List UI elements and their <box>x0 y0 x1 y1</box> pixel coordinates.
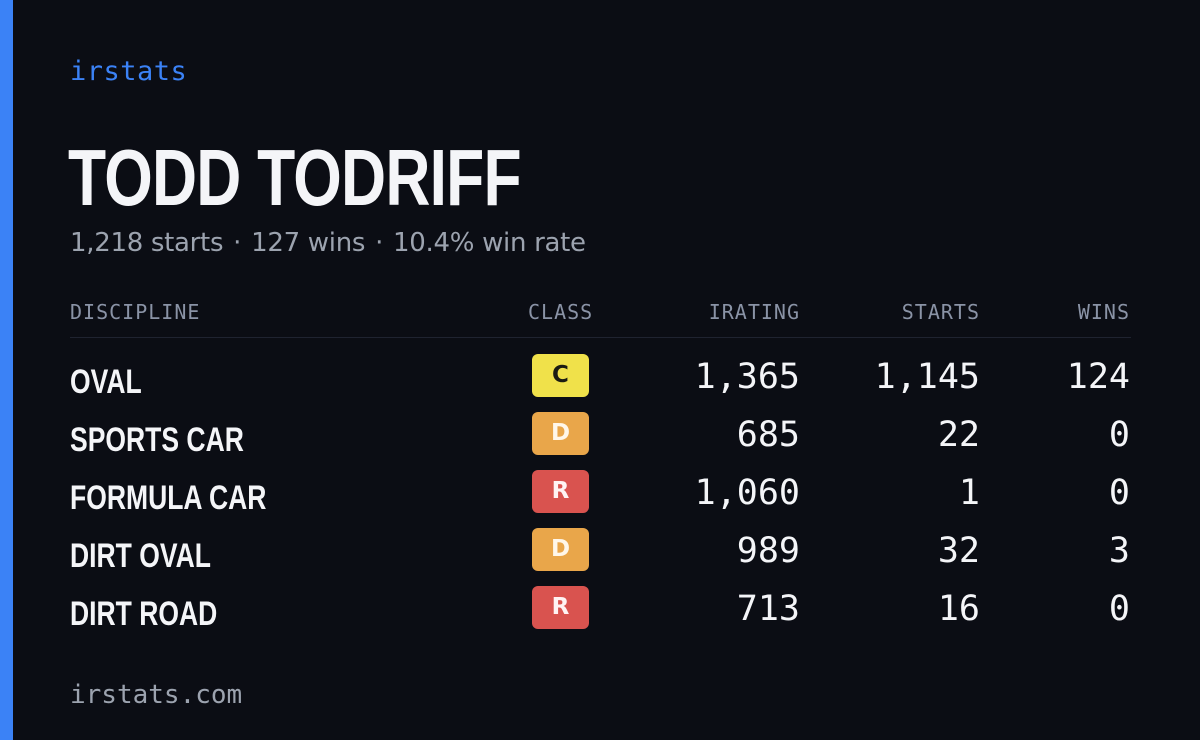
header-class: CLASS <box>528 300 594 324</box>
winrate-summary: 10.4% win rate <box>393 228 586 258</box>
starts-value: 1,145 <box>874 357 980 397</box>
wins-value: 0 <box>1108 589 1130 629</box>
discipline-name: SPORTS CAR <box>70 421 244 459</box>
class-badge: D <box>532 412 589 455</box>
discipline-name: FORMULA CAR <box>70 479 267 517</box>
header-wins: WINS <box>1077 300 1130 324</box>
class-badge: C <box>532 354 589 397</box>
table-row: FORMULA CAR R 1,060 1 0 <box>70 464 1131 522</box>
footer-url[interactable]: irstats.com <box>70 680 243 710</box>
discipline-name: DIRT OVAL <box>70 537 211 575</box>
table-row: SPORTS CAR D 685 22 0 <box>70 406 1131 464</box>
summary-separator: · <box>233 228 242 258</box>
table-row: DIRT ROAD R 713 16 0 <box>70 580 1131 638</box>
irating-value: 989 <box>736 531 800 571</box>
class-badge: R <box>532 470 589 513</box>
summary-separator: · <box>375 228 384 258</box>
starts-summary: 1,218 starts <box>70 228 224 258</box>
irating-value: 1,365 <box>694 357 800 397</box>
wins-value: 3 <box>1108 531 1130 571</box>
discipline-name: DIRT ROAD <box>70 595 218 633</box>
class-badge: D <box>532 528 589 571</box>
brand-label: irstats <box>70 56 188 87</box>
header-irating: IRATING <box>708 300 800 324</box>
starts-value: 16 <box>937 589 980 629</box>
table-row: OVAL C 1,365 1,145 124 <box>70 348 1131 406</box>
table-header: DISCIPLINE CLASS IRATING STARTS WINS <box>70 300 1131 338</box>
wins-value: 0 <box>1108 415 1130 455</box>
driver-name: TODD TODRIFF <box>68 133 522 222</box>
header-starts: STARTS <box>901 300 980 324</box>
irating-value: 685 <box>736 415 800 455</box>
irating-value: 1,060 <box>694 473 800 513</box>
starts-value: 32 <box>937 531 980 571</box>
wins-value: 124 <box>1066 357 1130 397</box>
table-row: DIRT OVAL D 989 32 3 <box>70 522 1131 580</box>
irating-value: 713 <box>736 589 800 629</box>
wins-value: 0 <box>1108 473 1130 513</box>
driver-summary: 1,218 starts · 127 wins · 10.4% win rate <box>70 228 586 258</box>
starts-value: 1 <box>958 473 980 513</box>
discipline-table: OVAL C 1,365 1,145 124 SPORTS CAR D 685 … <box>70 348 1131 638</box>
class-badge: R <box>532 586 589 629</box>
wins-summary: 127 wins <box>251 228 366 258</box>
accent-bar <box>0 0 13 740</box>
discipline-name: OVAL <box>70 363 142 401</box>
header-discipline: DISCIPLINE <box>70 300 201 324</box>
starts-value: 22 <box>937 415 980 455</box>
